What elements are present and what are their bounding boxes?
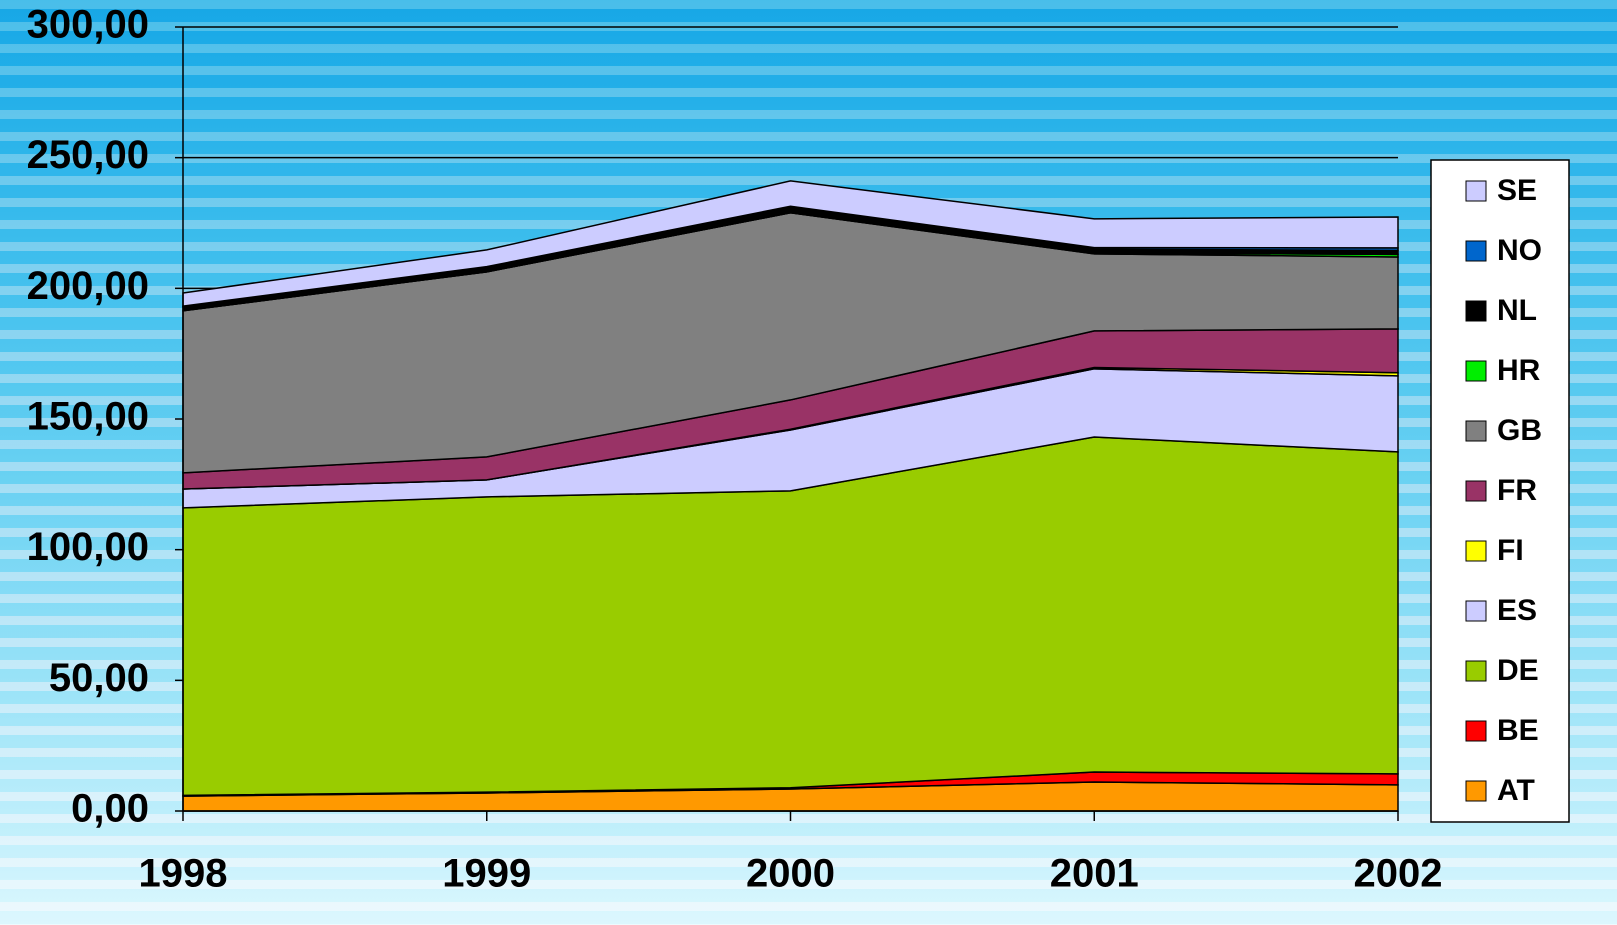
x-tick-label: 2002 xyxy=(1354,852,1443,896)
legend-label: BE xyxy=(1497,714,1539,747)
legend-label: FR xyxy=(1497,474,1537,507)
x-tick-label: 1998 xyxy=(139,852,228,896)
legend-swatch xyxy=(1466,241,1486,261)
chart: 0,00 50,00 100,00 150,00 200,00 250,00 300,00 1… xyxy=(0,0,1617,925)
legend-label: DE xyxy=(1497,654,1539,687)
y-tick-label: 0,00 xyxy=(71,787,149,831)
y-tick-label: 150,00 xyxy=(27,395,149,439)
areas xyxy=(183,181,1398,811)
y-tick-label: 250,00 xyxy=(27,133,149,177)
legend-swatch xyxy=(1466,421,1486,441)
legend-swatch xyxy=(1466,361,1486,381)
legend-swatch xyxy=(1466,781,1486,801)
legend-label: NL xyxy=(1497,294,1537,327)
legend-swatch xyxy=(1466,301,1486,321)
y-tick-label: 200,00 xyxy=(27,264,149,308)
y-tick-label: 100,00 xyxy=(27,525,149,569)
legend-swatch xyxy=(1466,181,1486,201)
legend-label: SE xyxy=(1497,174,1537,207)
legend-label: AT xyxy=(1497,774,1535,807)
x-tick-label: 1999 xyxy=(442,852,531,896)
x-tick-label: 2001 xyxy=(1050,852,1139,896)
legend-swatch xyxy=(1466,661,1486,681)
legend-swatch xyxy=(1466,541,1486,561)
y-tick-label: 300,00 xyxy=(27,3,149,47)
y-tick-label: 50,00 xyxy=(49,656,149,700)
legend-label: HR xyxy=(1497,354,1541,387)
x-tick-label: 2000 xyxy=(746,852,835,896)
legend-swatch xyxy=(1466,601,1486,621)
legend-label: FI xyxy=(1497,534,1524,567)
legend-swatch xyxy=(1466,721,1486,741)
legend-label: NO xyxy=(1497,234,1542,267)
legend-swatch xyxy=(1466,481,1486,501)
legend-label: GB xyxy=(1497,414,1542,447)
legend-label: ES xyxy=(1497,594,1537,627)
